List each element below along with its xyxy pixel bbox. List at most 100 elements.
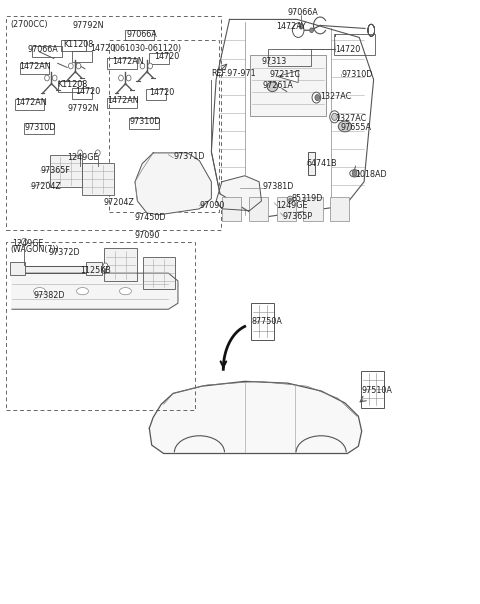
Circle shape [52, 75, 57, 81]
Bar [72, 88, 92, 99]
Circle shape [315, 95, 320, 101]
Bar [6, 242, 195, 410]
Bar [6, 16, 221, 230]
Polygon shape [135, 153, 211, 215]
Polygon shape [12, 273, 178, 309]
Text: 14720: 14720 [90, 44, 115, 53]
Text: 97365P: 97365P [283, 212, 313, 221]
Text: 85319D: 85319D [291, 194, 323, 203]
Text: 1472AY: 1472AY [276, 22, 306, 31]
Text: 97792N: 97792N [67, 104, 99, 113]
Circle shape [76, 63, 81, 69]
Bar [145, 89, 166, 100]
Circle shape [119, 75, 123, 81]
Ellipse shape [76, 288, 88, 295]
Bar [108, 58, 137, 69]
Text: K11208: K11208 [58, 80, 88, 89]
Bar [86, 262, 102, 275]
Text: 97090: 97090 [134, 231, 159, 240]
Text: 1472AN: 1472AN [15, 98, 47, 107]
Bar [124, 30, 154, 40]
Text: 97313: 97313 [262, 57, 287, 66]
Bar [308, 152, 315, 175]
Bar [33, 47, 62, 57]
Circle shape [288, 198, 291, 202]
Text: (061030-061120): (061030-061120) [113, 44, 182, 53]
Text: 97792N: 97792N [72, 21, 104, 30]
Bar [222, 197, 241, 221]
Text: 64741B: 64741B [307, 159, 337, 169]
Text: 97372D: 97372D [48, 248, 80, 257]
Circle shape [96, 150, 100, 156]
Circle shape [103, 263, 108, 269]
Circle shape [78, 150, 83, 156]
Ellipse shape [120, 288, 132, 295]
Polygon shape [12, 266, 92, 272]
Text: 1018AD: 1018AD [356, 170, 387, 179]
Bar [249, 197, 268, 221]
Bar [15, 99, 44, 109]
Bar [149, 53, 169, 64]
Text: 97371D: 97371D [173, 152, 204, 161]
Text: 97365F: 97365F [40, 167, 71, 175]
Circle shape [299, 24, 303, 29]
Bar [20, 63, 49, 74]
Bar [361, 370, 384, 408]
Text: 1327AC: 1327AC [336, 114, 367, 123]
Text: 97204Z: 97204Z [30, 182, 61, 191]
Bar [10, 262, 25, 275]
Circle shape [126, 75, 131, 81]
Text: 97450D: 97450D [134, 213, 166, 222]
Text: 97261A: 97261A [263, 81, 294, 90]
Bar [61, 40, 86, 51]
Ellipse shape [267, 82, 278, 92]
Text: 97211C: 97211C [270, 70, 300, 79]
Text: K11208: K11208 [63, 40, 94, 49]
Text: 97510A: 97510A [362, 387, 393, 396]
Text: 1249GE: 1249GE [12, 239, 43, 248]
Bar [24, 123, 54, 133]
Bar [49, 155, 82, 187]
Circle shape [312, 92, 321, 103]
Ellipse shape [34, 288, 46, 295]
Bar [268, 50, 311, 66]
Bar [129, 118, 159, 129]
Ellipse shape [350, 170, 360, 177]
Text: 97655A: 97655A [340, 123, 371, 132]
Circle shape [310, 28, 313, 33]
Bar [58, 81, 83, 92]
Text: (WAGON(7)): (WAGON(7)) [10, 245, 59, 254]
Text: 97381D: 97381D [263, 182, 294, 191]
Circle shape [287, 196, 293, 204]
Bar [277, 197, 296, 221]
Text: 1327AC: 1327AC [320, 92, 351, 101]
Bar [108, 98, 137, 108]
Text: 97204Z: 97204Z [104, 198, 135, 207]
Polygon shape [149, 381, 362, 454]
Circle shape [69, 63, 73, 69]
Text: REF.97-971: REF.97-971 [211, 69, 256, 78]
Text: 97382D: 97382D [34, 292, 65, 300]
Text: 97066A: 97066A [28, 45, 59, 54]
Circle shape [352, 170, 357, 176]
Text: 1472AN: 1472AN [108, 96, 139, 105]
Text: 87750A: 87750A [252, 316, 283, 326]
Bar [252, 303, 275, 340]
Polygon shape [216, 176, 262, 211]
Bar [250, 56, 326, 115]
Bar [303, 197, 323, 221]
Ellipse shape [338, 121, 352, 132]
Bar [72, 51, 92, 62]
Circle shape [22, 238, 27, 245]
Bar [335, 34, 375, 56]
Text: 14720: 14720 [336, 45, 360, 54]
Text: 97310D: 97310D [129, 117, 161, 126]
Bar [105, 248, 137, 281]
Text: 14720: 14720 [75, 87, 101, 96]
Text: 1125KB: 1125KB [80, 266, 111, 275]
Text: 97066A: 97066A [288, 8, 318, 17]
Text: 97090: 97090 [199, 201, 225, 210]
Text: 97310D: 97310D [24, 123, 56, 132]
Bar [143, 257, 175, 289]
Text: 14720: 14720 [149, 88, 175, 97]
